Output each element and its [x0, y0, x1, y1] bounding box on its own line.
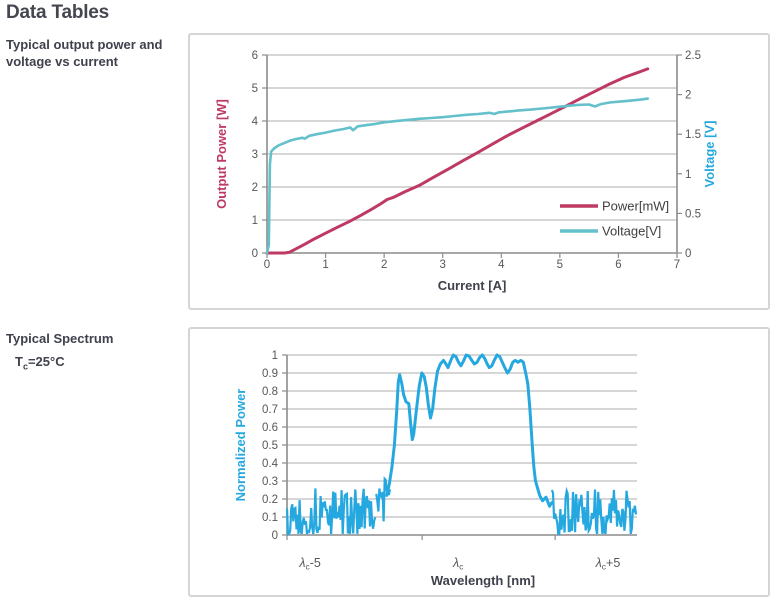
- chart-panel-spectrum: 0 0.1 0.2 0.3 0.4 0.5 0.6 0.7 0.8 0.9 1 λc-5 λc λc+5 W…: [188, 327, 770, 597]
- svg-text:3: 3: [440, 259, 446, 271]
- svg-text:0.7: 0.7: [262, 404, 278, 416]
- svg-text:0.6: 0.6: [262, 422, 278, 434]
- page-title: Data Tables: [6, 2, 110, 23]
- svg-text:5: 5: [557, 259, 563, 271]
- axis-titles: Wavelength [nm] Normalized Power: [233, 389, 535, 588]
- section-heading-power-voltage: Typical output power and voltage vs curr…: [6, 37, 163, 69]
- case-temperature-symbol: T: [15, 354, 23, 369]
- svg-text:1: 1: [252, 215, 258, 227]
- legend: Power[mW] Voltage[V]: [560, 199, 669, 239]
- svg-text:4: 4: [252, 116, 259, 128]
- svg-text:3: 3: [252, 149, 258, 161]
- svg-text:2: 2: [252, 182, 258, 194]
- svg-text:6: 6: [252, 50, 258, 62]
- y-axis-left: 0 1 2 3 4 5 6: [252, 50, 267, 260]
- svg-text:λc-5: λc-5: [298, 556, 321, 572]
- y-axis-left-title: Normalized Power: [233, 389, 248, 502]
- y-axis-left: 0 0.1 0.2 0.3 0.4 0.5 0.6 0.7 0.8 0.9 1: [262, 350, 287, 542]
- series-normalized-spectrum: [385, 353, 554, 508]
- svg-text:2: 2: [685, 90, 691, 102]
- svg-text:0.2: 0.2: [262, 494, 278, 506]
- svg-text:λc: λc: [452, 556, 464, 572]
- svg-text:0.5: 0.5: [262, 440, 278, 452]
- y-axis-left-title: Output Power [W]: [214, 99, 229, 209]
- series-power-mw-: [265, 67, 650, 255]
- axis-titles: Current [A] Output Power [W] Voltage [V]: [214, 99, 717, 293]
- svg-text:1.5: 1.5: [685, 129, 701, 141]
- svg-text:0: 0: [252, 248, 258, 260]
- svg-text:1: 1: [272, 350, 278, 362]
- y-axis-right-title: Voltage [V]: [702, 121, 717, 188]
- svg-text:Voltage[V]: Voltage[V]: [602, 224, 661, 239]
- gridlines: [287, 354, 637, 518]
- svg-text:6: 6: [615, 259, 621, 271]
- svg-text:4: 4: [498, 259, 505, 271]
- svg-text:7: 7: [674, 259, 680, 271]
- x-axis-title: Wavelength [nm]: [431, 573, 535, 588]
- noise-floor: [285, 476, 638, 535]
- svg-text:0: 0: [272, 530, 278, 542]
- case-temperature-label: Tc=25°C: [15, 354, 65, 372]
- svg-text:Power[mW]: Power[mW]: [602, 199, 669, 214]
- li-vi-chart: 0 1 2 3 4 5 6 0 0.5 1 1.5 2 2.5 0 1 2 3 4 5 6 7 Current [A] Ou…: [214, 50, 717, 293]
- y-axis-right: 0 0.5 1 1.5 2 2.5: [677, 50, 701, 260]
- svg-text:5: 5: [252, 83, 258, 95]
- chart-panel-li-curve: 0 1 2 3 4 5 6 0 0.5 1 1.5 2 2.5 0 1 2 3 4 5 6 7 Current [A] Ou…: [188, 33, 770, 310]
- case-temperature-subscript: c: [22, 361, 28, 372]
- svg-text:0.9: 0.9: [262, 368, 278, 380]
- x-axis: λc-5 λc λc+5: [286, 535, 621, 572]
- svg-text:0.8: 0.8: [262, 386, 278, 398]
- x-axis: 0 1 2 3 4 5 6 7: [264, 253, 680, 271]
- svg-text:0.1: 0.1: [262, 512, 278, 524]
- section-heading-spectrum: Typical Spectrum: [6, 331, 114, 346]
- svg-text:2: 2: [381, 259, 387, 271]
- svg-text:0.5: 0.5: [685, 208, 701, 220]
- svg-text:1: 1: [322, 259, 328, 271]
- case-temperature-value: =25°C: [27, 354, 65, 369]
- svg-text:λc+5: λc+5: [595, 556, 621, 572]
- spectrum-chart: 0 0.1 0.2 0.3 0.4 0.5 0.6 0.7 0.8 0.9 1 λc-5 λc λc+5 W…: [233, 350, 638, 588]
- x-axis-title: Current [A]: [438, 278, 507, 293]
- svg-text:2.5: 2.5: [685, 50, 701, 62]
- svg-text:1: 1: [685, 169, 691, 181]
- svg-text:0.3: 0.3: [262, 476, 278, 488]
- svg-text:0.4: 0.4: [262, 458, 279, 470]
- series-voltage-v-: [265, 97, 650, 255]
- svg-text:0: 0: [264, 259, 270, 271]
- svg-text:0: 0: [685, 248, 691, 260]
